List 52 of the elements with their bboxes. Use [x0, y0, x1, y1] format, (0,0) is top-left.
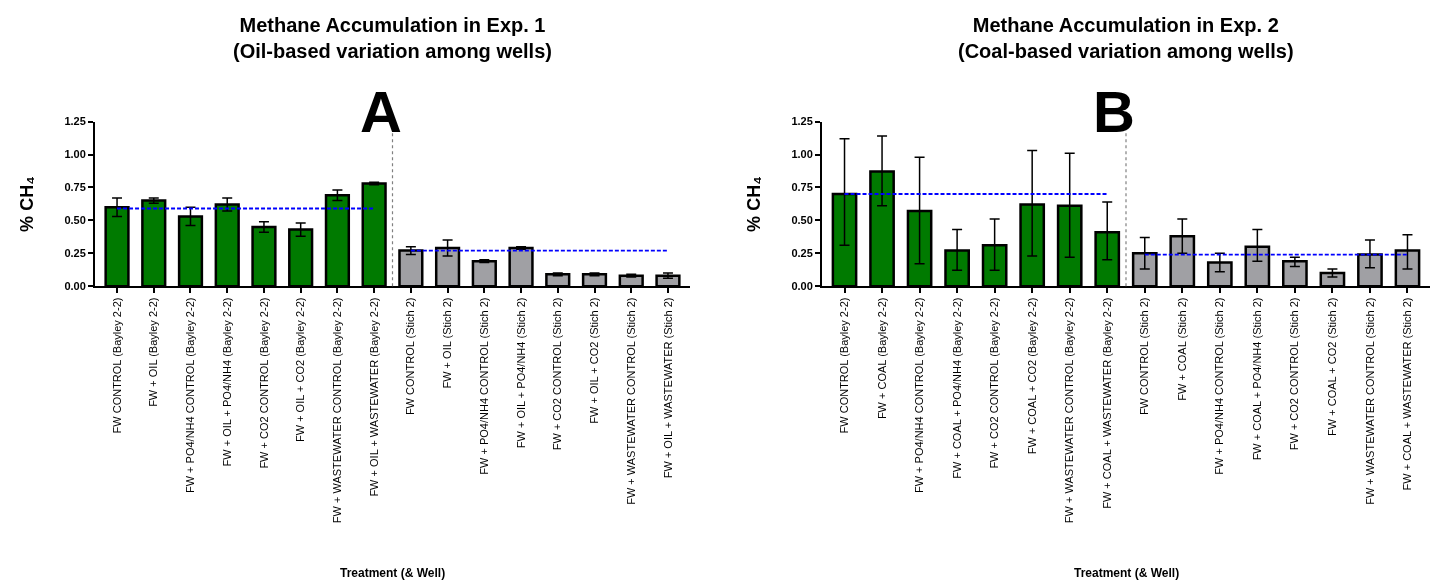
- chart-title: Methane Accumulation in Exp. 1 (Oil-based variation among wells): [233, 14, 552, 62]
- x-tick-label: FW + PO4/NH4 CONTROL (Stich 2): [477, 297, 490, 475]
- y-tick-label: 0.00: [64, 280, 86, 293]
- y-tick-label: 0.75: [791, 181, 813, 194]
- y-tick-label: 1.25: [791, 115, 813, 128]
- x-tick-label: FW + COAL + CO2 (Bayley 2-2): [1025, 297, 1038, 455]
- x-tick-label: FW + PO4/NH4 CONTROL (Stich 2): [1213, 297, 1226, 475]
- x-tick-label: FW + PO4/NH4 CONTROL (Bayley 2-2): [913, 297, 926, 494]
- x-tick-label: FW + OIL + PO4/NH4 (Stich 2): [514, 297, 527, 449]
- y-tick-label: 0.50: [791, 214, 813, 227]
- x-tick-label: FW + COAL (Stich 2): [1175, 297, 1188, 401]
- x-tick-label: FW + COAL (Bayley 2-2): [875, 297, 888, 420]
- x-tick-label: FW CONTROL (Stich 2): [1138, 297, 1151, 416]
- y-tick-label: 1.00: [64, 148, 86, 161]
- x-tick-label: FW + WASTEWATER CONTROL (Stich 2): [1363, 297, 1376, 505]
- y-tick-label: 1.00: [791, 148, 813, 161]
- x-tick-label: FW + CO2 CONTROL (Bayley 2-2): [257, 297, 270, 469]
- x-tick-label: FW + WASTEWATER CONTROL (Bayley 2-2): [330, 297, 343, 524]
- chart-title: Methane Accumulation in Exp. 2 (Coal-based variation among wells): [958, 14, 1294, 62]
- x-tick-label: FW + OIL (Stich 2): [441, 297, 454, 389]
- x-tick-label: FW + OIL + PO4/NH4 (Bayley 2-2): [220, 297, 233, 467]
- y-axis-title: % CH₄: [17, 176, 38, 232]
- y-tick-label: 1.25: [64, 115, 86, 128]
- y-tick-label: 0.75: [64, 181, 86, 194]
- x-tick-label: FW + COAL + PO4/NH4 (Stich 2): [1250, 297, 1263, 461]
- x-tick-label: FW + OIL (Bayley 2-2): [147, 297, 160, 407]
- x-tick-label: FW + COAL + CO2 (Stich 2): [1325, 297, 1338, 436]
- x-axis-title: Treatment (& Well): [1074, 566, 1180, 580]
- x-tick-label: FW + WASTEWATER CONTROL (Bayley 2-2): [1063, 297, 1076, 524]
- y-tick-label: 0.50: [64, 214, 86, 227]
- x-tick-label: FW + OIL + CO2 (Stich 2): [588, 297, 601, 424]
- x-tick-label: FW + COAL + WASTEWATER (Bayley 2-2): [1100, 297, 1113, 509]
- y-tick-label: 0.25: [791, 247, 813, 260]
- x-tick-label: FW + COAL + WASTEWATER (Stich 2): [1401, 297, 1414, 491]
- x-axis-title: Treatment (& Well): [340, 566, 446, 580]
- annotation: A: [360, 79, 402, 144]
- y-axis-title: % CH₄: [744, 176, 765, 232]
- x-tick-label: FW + OIL + WASTEWATER (Bayley 2-2): [367, 297, 380, 497]
- x-tick-label: FW + OIL + WASTEWATER (Stich 2): [661, 297, 674, 479]
- x-tick-label: FW + PO4/NH4 CONTROL (Bayley 2-2): [184, 297, 197, 494]
- x-tick-label: FW + CO2 CONTROL (Stich 2): [551, 297, 564, 451]
- x-tick-label: FW + CO2 CONTROL (Bayley 2-2): [988, 297, 1001, 469]
- x-tick-label: FW + CO2 CONTROL (Stich 2): [1288, 297, 1301, 451]
- x-tick-label: FW CONTROL (Bayley 2-2): [110, 297, 123, 434]
- x-tick-label: FW CONTROL (Stich 2): [404, 297, 417, 416]
- x-tick-label: FW + WASTEWATER CONTROL (Stich 2): [624, 297, 637, 505]
- annotation: B: [1093, 79, 1135, 144]
- x-tick-label: FW + COAL + PO4/NH4 (Bayley 2-2): [950, 297, 963, 479]
- x-tick-label: FW + OIL + CO2 (Bayley 2-2): [294, 297, 307, 443]
- x-tick-label: FW CONTROL (Bayley 2-2): [838, 297, 851, 434]
- y-tick-label: 0.00: [791, 280, 813, 293]
- y-tick-label: 0.25: [64, 247, 86, 260]
